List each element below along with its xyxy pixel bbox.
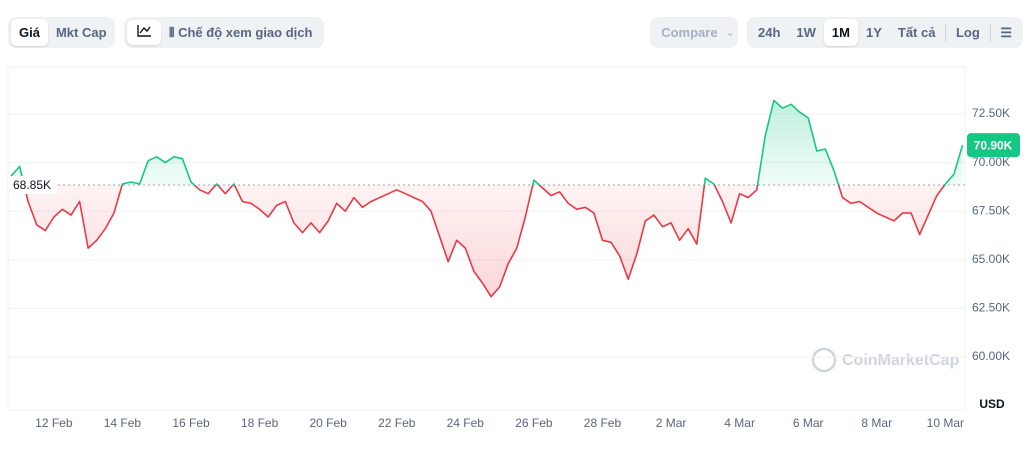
range-button[interactable]: 1M	[823, 19, 858, 46]
range-button[interactable]: 24h	[758, 25, 781, 40]
y-tick-label: 65.00K	[972, 252, 1010, 266]
x-tick-label: 18 Feb	[241, 416, 279, 430]
line-icon	[137, 25, 151, 37]
x-tick-label: 10 Mar	[927, 416, 964, 430]
settings-button[interactable]: ☰	[1000, 24, 1012, 40]
y-tick-label: 67.50K	[972, 203, 1010, 217]
x-tick-label: 2 Mar	[656, 416, 687, 430]
last-price-label: 70.90K	[974, 138, 1013, 152]
line-view-button[interactable]	[127, 20, 161, 45]
separator	[945, 23, 946, 42]
x-tick-label: 6 Mar	[793, 416, 824, 430]
range-switch: 24h 1W 1M 1Y Tất cả Log ☰	[747, 17, 1023, 48]
range-button[interactable]: Tất cả	[897, 25, 936, 40]
x-tick-label: 20 Feb	[309, 416, 347, 430]
plot-frame	[7, 66, 966, 411]
compare-label: Compare	[661, 25, 718, 40]
range-button[interactable]: 1W	[796, 25, 816, 40]
chart: USD CoinMarketCap 60.00K 62.50K 65.00K 67.5…	[7, 66, 1020, 430]
x-tick-label: 14 Feb	[104, 416, 142, 430]
last-price-tag	[967, 133, 1020, 158]
reference-label: 68.85K	[13, 178, 51, 192]
x-tick-label: 12 Feb	[35, 416, 73, 430]
x-tick-label: 26 Feb	[515, 416, 553, 430]
reference-tag	[8, 175, 58, 194]
price-area	[11, 100, 963, 297]
trading-view-button[interactable]: ⫴ Chế độ xem giao dịch	[169, 24, 313, 40]
x-tick-label: 4 Mar	[724, 416, 755, 430]
metric-button[interactable]: Mkt Cap	[55, 25, 107, 40]
x-tick-label: 24 Feb	[447, 416, 485, 430]
log-button[interactable]: Log	[955, 25, 980, 40]
price-line	[10, 99, 964, 298]
y-tick-label: 62.50K	[972, 301, 1010, 315]
x-tick-label: 8 Mar	[861, 416, 892, 430]
metric-switch: Giá Mkt Cap	[8, 17, 115, 48]
range-button[interactable]: 1Y	[865, 25, 882, 40]
x-tick-label: 28 Feb	[584, 416, 622, 430]
y-axis-label: USD	[979, 397, 1005, 411]
compare-dropdown[interactable]: Compare ⌄	[650, 17, 738, 48]
y-tick-label: 70.00K	[972, 155, 1010, 169]
metric-button[interactable]: Giá	[11, 19, 48, 46]
separator	[989, 23, 991, 42]
x-tick-label: 16 Feb	[172, 416, 210, 430]
view-switch: ⫴ Chế độ xem giao dịch	[124, 17, 324, 48]
x-tick-label: 22 Feb	[378, 416, 416, 430]
chevron: ⌄	[725, 27, 735, 39]
trading-view-label: Chế độ xem giao dịch	[178, 24, 313, 40]
y-tick-label: 60.00K	[972, 349, 1010, 363]
watermark-logo	[811, 347, 837, 373]
watermark: CoinMarketCap	[842, 352, 960, 369]
y-tick-label: 72.50K	[972, 106, 1010, 120]
